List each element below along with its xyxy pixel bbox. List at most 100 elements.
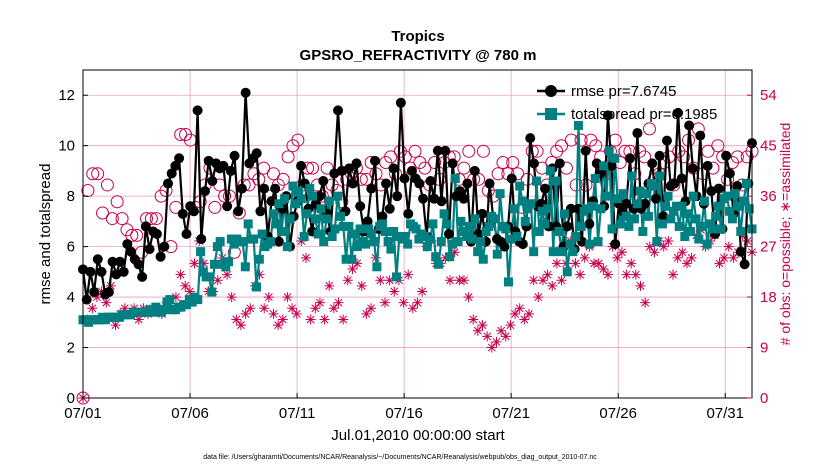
rmse-point	[89, 287, 100, 298]
x-tick-label: 07/21	[492, 405, 530, 422]
totalspread-point	[159, 305, 169, 315]
obs-assimilated-point	[510, 308, 521, 319]
totalspread-point	[447, 239, 457, 249]
totalspread-point	[372, 262, 382, 272]
totalspread-point	[484, 221, 494, 231]
obs-assimilated-point	[324, 280, 335, 291]
totalspread-point	[576, 221, 586, 231]
rmse-point	[403, 208, 414, 219]
obs-possible-point	[281, 150, 295, 164]
totalspread-point	[613, 194, 623, 204]
rmse-point	[144, 244, 155, 255]
obs-possible-point	[291, 133, 305, 147]
obs-assimilated-point	[626, 258, 637, 269]
totalspread-point	[336, 211, 346, 221]
obs-assimilated-point	[417, 286, 428, 297]
totalspread-point	[439, 209, 449, 219]
obs-possible-point	[276, 172, 290, 186]
obs-assimilated-point	[398, 297, 409, 308]
obs-assimilated-point	[231, 314, 242, 325]
obs-possible-point	[144, 212, 158, 226]
totalspread-point	[182, 300, 192, 310]
obs-possible-point	[574, 133, 588, 147]
rmse-point	[654, 150, 665, 161]
rmse-point	[126, 246, 137, 257]
obs-assimilated-point	[328, 303, 339, 314]
totalspread-point	[492, 249, 502, 259]
totalspread-point	[428, 219, 438, 229]
obs-assimilated-point	[524, 308, 534, 319]
rmse-point	[713, 183, 724, 194]
totalspread-point	[254, 254, 264, 264]
totalspread-point	[559, 209, 569, 219]
totalspread-point	[224, 257, 234, 267]
obs-assimilated-point	[482, 331, 493, 342]
totalspread-point	[677, 201, 687, 211]
obs-possible-point	[462, 144, 476, 158]
totalspread-point	[688, 191, 698, 201]
totalspread-point	[506, 234, 516, 244]
totalspread-point	[411, 224, 421, 234]
totalspread-point	[666, 214, 676, 224]
rmse-point	[207, 176, 218, 187]
totalspread-point	[433, 259, 443, 269]
rmse-point	[199, 186, 210, 197]
rmse-point	[440, 145, 451, 156]
rmse-point	[192, 105, 203, 116]
obs-assimilated-point	[542, 269, 553, 280]
totalspread-point	[618, 189, 628, 199]
totalspread-point	[585, 239, 595, 249]
totalspread-point	[285, 214, 295, 224]
totalspread-point	[741, 179, 751, 189]
totalspread-point	[215, 237, 225, 247]
totalspread-point	[517, 196, 527, 206]
totalspread-point	[271, 219, 281, 229]
obs-assimilated-point	[268, 308, 279, 319]
totalspread-point	[302, 209, 312, 219]
obs-assimilated-point	[282, 292, 293, 303]
obs-assimilated-point	[333, 297, 344, 308]
obs-assimilated-point	[496, 325, 507, 336]
totalspread-point	[610, 153, 620, 163]
rmse-point	[721, 150, 732, 161]
totalspread-point	[327, 232, 337, 242]
obs-possible-point	[96, 206, 110, 220]
rmse-point	[170, 160, 181, 171]
y-right-tick-label: 54	[760, 87, 777, 104]
rmse-point	[414, 178, 425, 189]
rmse-point	[369, 155, 380, 166]
totalspread-point	[257, 229, 267, 239]
totalspread-point	[310, 214, 320, 224]
totalspread-point	[338, 221, 348, 231]
totalspread-point	[453, 237, 463, 247]
y-right-tick-label: 27	[760, 239, 777, 256]
obs-assimilated-point	[668, 269, 679, 280]
totalspread-point	[565, 239, 575, 249]
obs-possible-point	[506, 156, 520, 170]
obs-possible-point	[115, 212, 129, 226]
totalspread-point	[344, 221, 354, 231]
totalspread-point	[475, 237, 485, 247]
y-tick-label: 2	[67, 340, 75, 357]
obs-assimilated-point	[189, 258, 200, 269]
rmse-point	[118, 266, 129, 277]
x-tick-label: 07/11	[279, 405, 315, 422]
obs-assimilated-point	[640, 297, 651, 308]
totalspread-point	[333, 191, 343, 201]
totalspread-point	[512, 232, 522, 242]
rmse-point	[499, 241, 510, 252]
totalspread-point	[296, 194, 306, 204]
obs-assimilated-point	[379, 297, 390, 308]
rmse-point	[647, 158, 658, 169]
totalspread-point	[540, 219, 550, 229]
totalspread-point	[730, 189, 740, 199]
rmse-point	[177, 208, 188, 219]
obs-assimilated-point	[301, 252, 311, 263]
rmse-point	[85, 266, 96, 277]
obs-possible-point	[130, 228, 144, 242]
obs-assimilated-point	[658, 241, 669, 252]
totalspread-point	[330, 224, 340, 234]
totalspread-point	[489, 214, 499, 224]
obs-assimilated-point	[649, 247, 660, 258]
